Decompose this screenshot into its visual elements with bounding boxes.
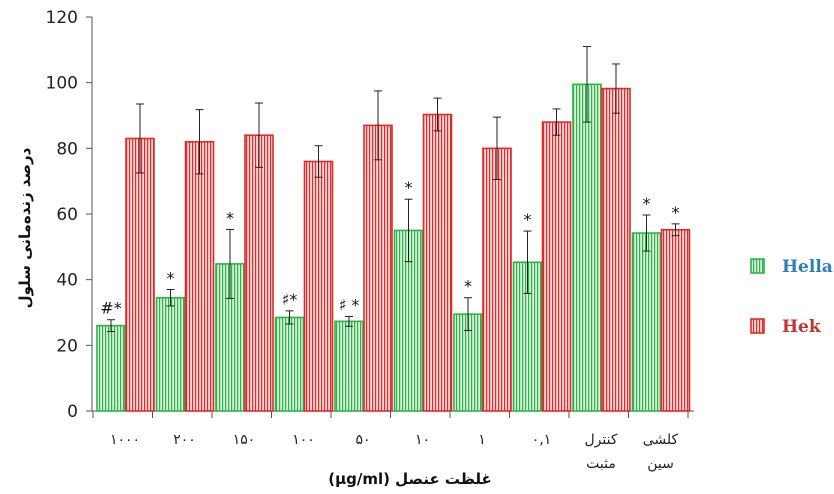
- category-label: ۱: [478, 432, 486, 448]
- legend-swatch-hek: [750, 318, 765, 334]
- significance-mark: *: [226, 208, 234, 227]
- category-label: کنترل: [584, 432, 617, 448]
- significance-mark: *: [405, 178, 413, 197]
- significance-mark: *: [524, 210, 532, 229]
- bar-hella-9: [631, 232, 662, 412]
- bar-hella-0: [96, 324, 126, 412]
- bar-hek-9: [660, 228, 691, 412]
- category-label: ۱۵۰: [233, 432, 256, 448]
- labels: #* * * ♯* ♯ * * * * * * ۱۰۰۰ ۲۰۰ ۱۵۰ ۱۰۰ ۵۰ ۱۰ ۱ ۰,۱ کنترل…: [100, 178, 679, 472]
- bars: [96, 46, 691, 412]
- significance-mark: *: [167, 269, 175, 288]
- legend-label-hek: Hek: [782, 317, 822, 337]
- y-tick-label: 20: [56, 336, 78, 356]
- y-tick-label: 60: [56, 205, 78, 225]
- category-label: کلشی: [643, 432, 679, 448]
- bar-hek-1: [184, 140, 215, 412]
- category-label: ۰,۱: [532, 432, 552, 448]
- bar-hek-4: [363, 124, 393, 412]
- category-label: سین: [647, 456, 674, 472]
- bar-hek-0: [125, 137, 155, 412]
- bar-hella-1: [155, 296, 186, 412]
- bar-hella-4: [334, 320, 364, 412]
- bar-hek-3: [303, 160, 334, 412]
- y-tick-label: 80: [56, 139, 78, 159]
- category-label: ۱۰: [415, 432, 430, 448]
- bar-hek-5: [422, 113, 453, 412]
- significance-mark: *: [643, 194, 651, 213]
- x-axis-title: غلظت عنصل (µg/ml): [328, 470, 492, 488]
- category-label: مثبت: [586, 456, 616, 472]
- significance-mark: *: [464, 277, 472, 296]
- bar-hella-8: [572, 83, 602, 412]
- y-tick-label: 120: [46, 8, 78, 28]
- legend-label-hella: Hella: [782, 257, 833, 277]
- significance-mark: *: [672, 203, 680, 222]
- category-label: ۱۰۰: [292, 432, 315, 448]
- y-tick-label: 0: [67, 402, 78, 422]
- significance-mark: ♯ *: [339, 295, 360, 314]
- y-tick-label: 40: [56, 271, 78, 291]
- legend-swatch-hella: [750, 258, 765, 274]
- axes: 0 20 40 60 80 100 120: [46, 8, 694, 422]
- bar-hella-3: [274, 316, 305, 412]
- bar-hek-7: [541, 121, 572, 412]
- category-label: ۲۰۰: [173, 432, 196, 448]
- bar-hek-2: [244, 134, 274, 412]
- bar-hek-6: [482, 147, 512, 412]
- significance-mark: #*: [100, 299, 121, 318]
- y-axis-title: درصد زنده‌مانی سلول: [16, 147, 34, 308]
- legend: Hella Hek: [750, 257, 833, 337]
- y-tick-label: 100: [46, 74, 78, 94]
- category-label: ۵۰: [355, 432, 370, 448]
- category-label: ۱۰۰۰: [110, 432, 140, 448]
- bar-hek-8: [601, 87, 631, 412]
- significance-mark: ♯*: [282, 290, 298, 309]
